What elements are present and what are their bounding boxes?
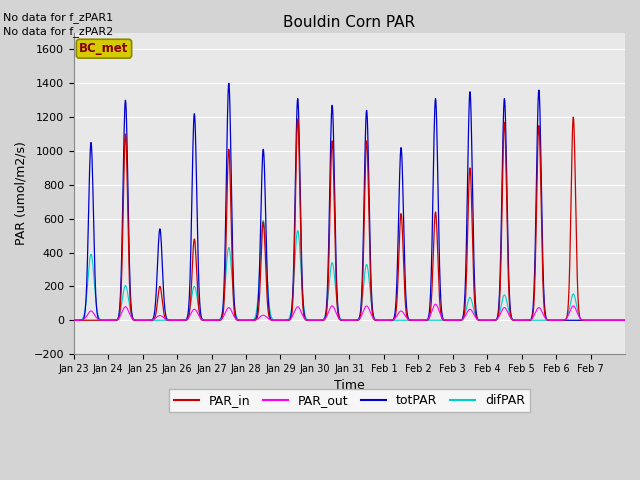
Title: Bouldin Corn PAR: Bouldin Corn PAR bbox=[284, 15, 415, 30]
Text: No data for f_zPAR1: No data for f_zPAR1 bbox=[3, 12, 113, 23]
Legend: PAR_in, PAR_out, totPAR, difPAR: PAR_in, PAR_out, totPAR, difPAR bbox=[169, 389, 530, 412]
Text: No data for f_zPAR2: No data for f_zPAR2 bbox=[3, 26, 113, 37]
Y-axis label: PAR (umol/m2/s): PAR (umol/m2/s) bbox=[15, 142, 28, 245]
X-axis label: Time: Time bbox=[334, 379, 365, 393]
Text: BC_met: BC_met bbox=[79, 42, 129, 55]
